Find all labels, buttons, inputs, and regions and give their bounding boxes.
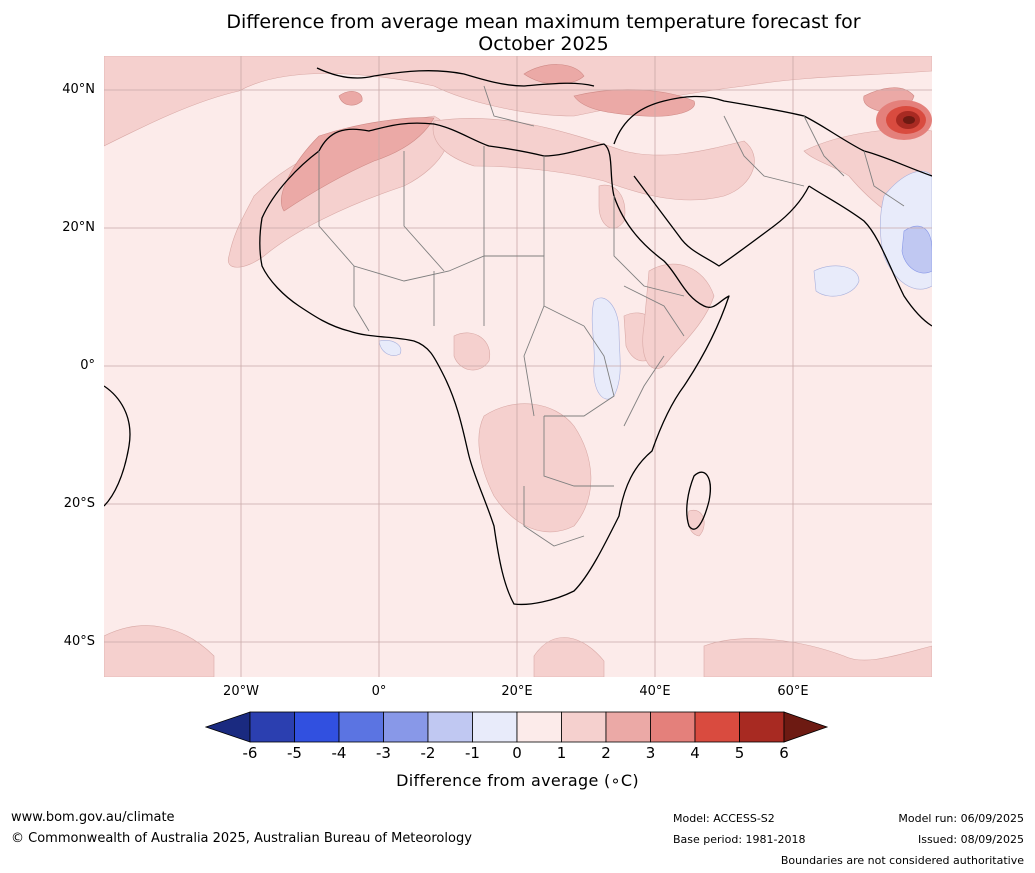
- footer-issued: Issued: 08/09/2025: [917, 833, 1024, 846]
- colorbar-segment: [472, 711, 518, 743]
- colorbar-extend-low: [205, 711, 251, 743]
- lon-label-20e: 20°E: [501, 684, 533, 699]
- lat-label-0: 0°: [80, 358, 95, 373]
- colorbar-extend-high: [783, 711, 829, 743]
- colorbar-tick-label: -5: [287, 744, 302, 762]
- colorbar-tick-label: -3: [376, 744, 391, 762]
- footer-url: www.bom.gov.au/climate: [11, 810, 175, 825]
- colorbar-segment: [694, 711, 740, 743]
- anomaly-hotspot: [876, 100, 932, 140]
- coastlines: [104, 67, 932, 606]
- colorbar-label: Difference from average (∘C): [396, 771, 639, 790]
- colorbar: [205, 711, 829, 743]
- lon-label-40e: 40°E: [639, 684, 671, 699]
- country-borders: [318, 85, 905, 547]
- colorbar-segment: [516, 711, 562, 743]
- colorbar-tick-label: 5: [734, 744, 745, 762]
- colorbar-segment: [427, 711, 473, 743]
- colorbar-segment: [338, 711, 384, 743]
- colorbar-tick-label: 0: [512, 744, 522, 762]
- graticule: [104, 56, 932, 677]
- colorbar-tick-label: 6: [779, 744, 789, 762]
- colorbar-segment: [383, 711, 429, 743]
- forecast-map: [104, 56, 932, 677]
- colorbar-tick-label: 2: [601, 744, 611, 762]
- colorbar-tick-label: -1: [465, 744, 480, 762]
- colorbar-segment: [739, 711, 785, 743]
- colorbar-tick-label: -6: [242, 744, 258, 762]
- lon-label-20w: 20°W: [223, 684, 259, 699]
- anomaly-2-3-regions: [281, 64, 915, 212]
- lon-label-0: 0°: [371, 684, 387, 699]
- footer-base-period: Base period: 1981-2018: [673, 833, 806, 846]
- anomaly-1-2-regions: [104, 56, 932, 677]
- lat-label-20s: 20°S: [63, 496, 95, 511]
- footer-copyright: © Commonwealth of Australia 2025, Austra…: [11, 831, 472, 846]
- colorbar-tick-label: -4: [331, 744, 347, 762]
- anomaly-neg2-neg1-regions: [901, 226, 932, 274]
- colorbar-segment: [249, 711, 295, 743]
- chart-title-line1: Difference from average mean maximum tem…: [226, 11, 861, 33]
- lat-label-40s: 40°S: [63, 634, 95, 649]
- colorbar-tick-label: 3: [645, 744, 656, 762]
- footer-disclaimer: Boundaries are not considered authoritat…: [780, 854, 1024, 867]
- colorbar-segment: [605, 711, 651, 743]
- colorbar-segment: [650, 711, 696, 743]
- colorbar-segment: [561, 711, 607, 743]
- colorbar-tick-label: -2: [420, 744, 436, 762]
- colorbar-tick-label: 1: [556, 744, 567, 762]
- lat-label-40n: 40°N: [62, 82, 95, 97]
- footer-model-run: Model run: 06/09/2025: [898, 812, 1024, 825]
- lon-label-60e: 60°E: [777, 684, 809, 699]
- colorbar-tick-label: 4: [690, 744, 700, 762]
- colorbar-segment: [294, 711, 340, 743]
- chart-title-line2: October 2025: [478, 33, 609, 55]
- lat-label-20n: 20°N: [62, 220, 95, 235]
- footer-model: Model: ACCESS-S2: [673, 812, 775, 825]
